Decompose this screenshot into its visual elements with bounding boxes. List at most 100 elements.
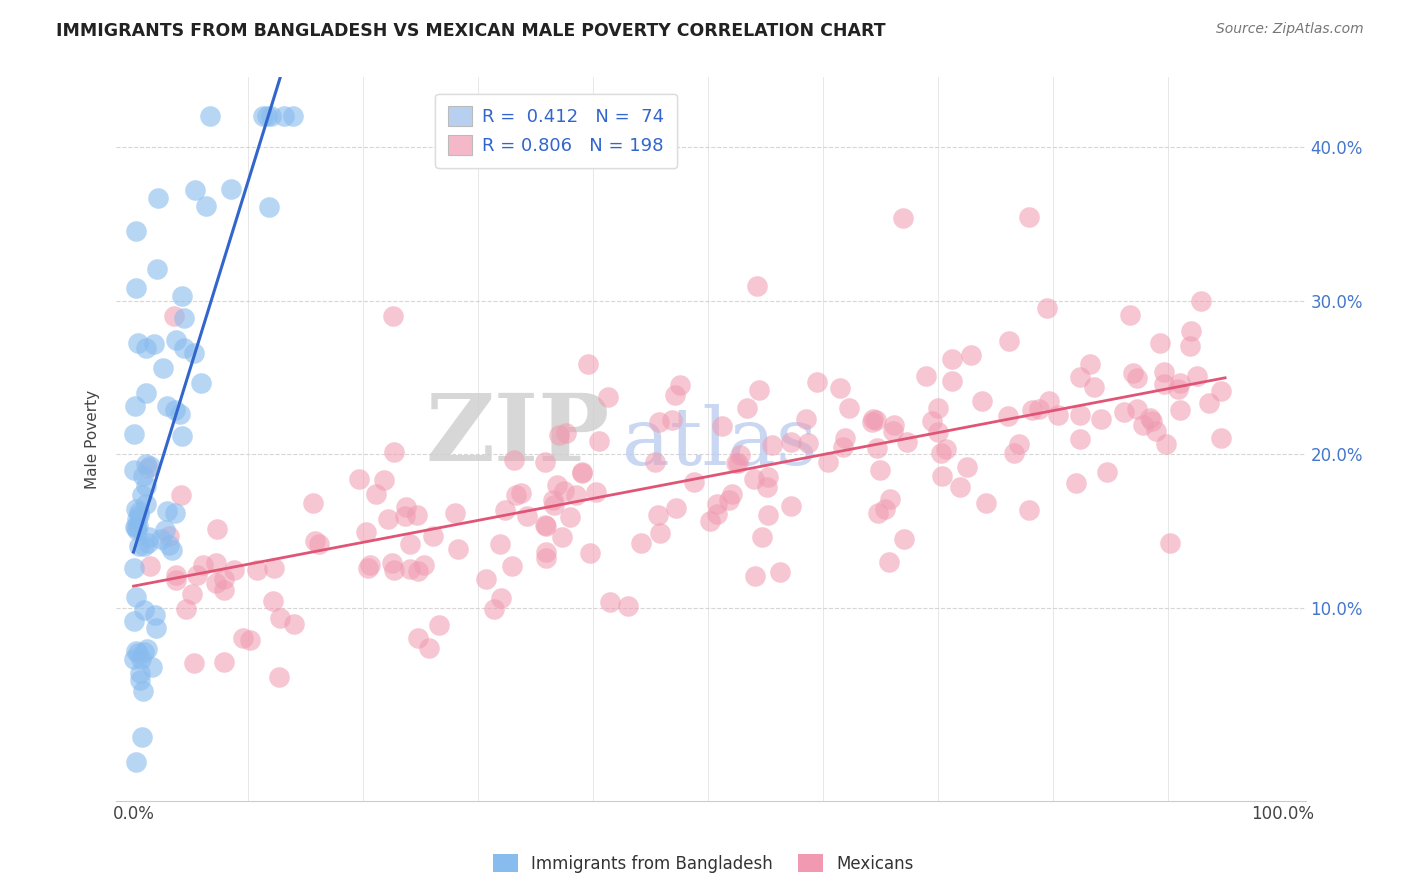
Point [132, 684, 155, 698]
Point [761, 438, 783, 452]
Point [834, 431, 856, 445]
Point [1119, 308, 1142, 322]
Point [408, 565, 430, 579]
Point [941, 352, 963, 367]
Point [139, 458, 162, 473]
Point [221, 182, 243, 196]
Point [551, 530, 574, 544]
Point [718, 492, 741, 507]
Point [139, 559, 162, 574]
Point [1198, 396, 1220, 410]
Point [412, 558, 434, 573]
Point [699, 514, 721, 528]
Point [831, 440, 853, 454]
Point [998, 334, 1021, 348]
Point [153, 523, 176, 537]
Point [354, 524, 377, 539]
Point [780, 435, 803, 450]
Point [516, 508, 538, 523]
Point [135, 478, 157, 492]
Point [214, 572, 236, 586]
Point [135, 341, 157, 355]
Point [533, 518, 555, 533]
Point [883, 418, 905, 433]
Point [143, 608, 166, 623]
Point [124, 463, 146, 477]
Point [650, 525, 672, 540]
Point [150, 533, 173, 547]
Point [157, 538, 180, 552]
Point [191, 558, 214, 572]
Point [135, 457, 157, 471]
Point [1036, 301, 1059, 315]
Point [1083, 380, 1105, 394]
Point [711, 418, 734, 433]
Point [534, 545, 557, 559]
Point [1189, 294, 1212, 309]
Point [1168, 376, 1191, 391]
Point [730, 448, 752, 462]
Point [138, 536, 160, 550]
Point [546, 477, 568, 491]
Point [972, 394, 994, 409]
Point [742, 472, 765, 486]
Point [1090, 412, 1112, 426]
Point [1153, 377, 1175, 392]
Point [502, 453, 524, 467]
Point [138, 461, 160, 475]
Point [534, 455, 557, 469]
Point [882, 424, 904, 438]
Point [956, 460, 979, 475]
Point [381, 556, 404, 570]
Point [547, 428, 569, 442]
Point [474, 572, 496, 586]
Point [661, 413, 683, 427]
Point [128, 508, 150, 522]
Point [128, 665, 150, 680]
Point [838, 401, 860, 415]
Point [135, 642, 157, 657]
Point [163, 403, 186, 417]
Point [664, 500, 686, 515]
Point [146, 261, 169, 276]
Point [143, 337, 166, 351]
Point [1167, 382, 1189, 396]
Point [205, 557, 228, 571]
Point [125, 281, 148, 295]
Point [921, 414, 943, 428]
Point [359, 558, 381, 573]
Point [1008, 437, 1031, 451]
Point [125, 590, 148, 604]
Point [891, 211, 914, 225]
Point [127, 518, 149, 533]
Point [373, 473, 395, 487]
Point [302, 496, 325, 510]
Point [927, 401, 949, 416]
Point [647, 508, 669, 522]
Point [748, 383, 770, 397]
Point [267, 670, 290, 684]
Point [997, 409, 1019, 424]
Point [183, 346, 205, 360]
Point [915, 369, 938, 384]
Point [198, 109, 221, 123]
Point [644, 455, 666, 469]
Point [205, 522, 228, 536]
Point [180, 587, 202, 601]
Point [960, 348, 983, 362]
Point [122, 652, 145, 666]
Point [129, 673, 152, 687]
Point [560, 510, 582, 524]
Point [239, 632, 262, 647]
Point [534, 551, 557, 566]
Point [145, 621, 167, 635]
Point [132, 468, 155, 483]
Point [744, 569, 766, 583]
Point [127, 336, 149, 351]
Point [194, 199, 217, 213]
Point [394, 509, 416, 524]
Point [1126, 402, 1149, 417]
Point [138, 530, 160, 544]
Point [555, 425, 578, 440]
Point [1185, 369, 1208, 384]
